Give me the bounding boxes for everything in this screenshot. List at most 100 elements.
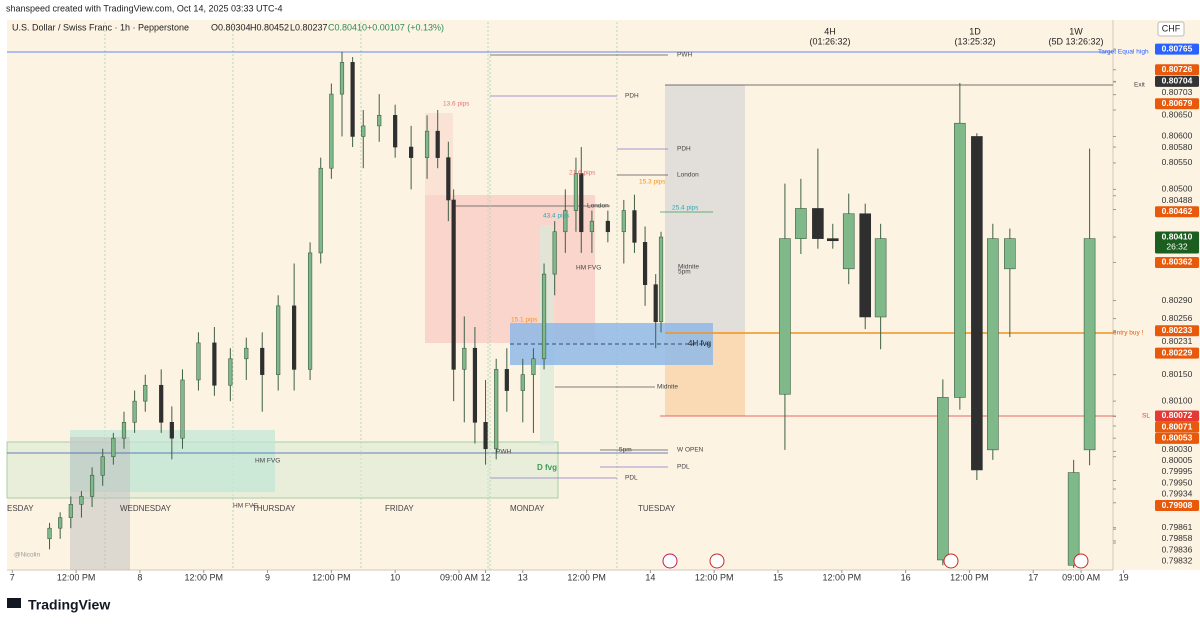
annotation: 15.3 pips (639, 179, 666, 186)
event-icon[interactable] (943, 553, 959, 569)
x-tick-label: 13 (518, 572, 528, 582)
currency-box[interactable] (1157, 21, 1185, 37)
candle-body (826, 238, 839, 242)
annotation: 21.6 pips (569, 170, 596, 177)
annotation: HM FVG (255, 458, 280, 465)
candle-body (121, 422, 127, 439)
brand: TradingView (28, 597, 110, 613)
x-tick-label: 09:00 AM (1062, 572, 1100, 582)
candle-body (874, 238, 887, 318)
candle-body (451, 199, 456, 370)
x-tick-label: 12:00 PM (567, 572, 606, 582)
price-label: 0.80072 (1162, 410, 1193, 420)
candle-body (446, 157, 451, 201)
price-badge (1155, 231, 1199, 254)
price-label: 0.80650 (1162, 109, 1193, 119)
candle-body (779, 238, 791, 395)
price-badge (1155, 421, 1199, 433)
tf-name: 1D (969, 26, 981, 36)
ohlc-high: H0.80452 (250, 22, 289, 32)
price-label: 0.80600 (1162, 131, 1193, 141)
x-tick-label: 12:00 PM (695, 572, 734, 582)
candle-body (1004, 238, 1016, 270)
tf-name: 1W (1069, 26, 1083, 36)
day-label: THURSDAY (252, 504, 296, 513)
event-icon[interactable] (709, 553, 725, 569)
price-label: 0.79832 (1162, 556, 1193, 566)
x-tick-label: 17 (1028, 572, 1038, 582)
candle-body (47, 527, 52, 540)
candle-body (954, 122, 966, 398)
candle-body (79, 496, 84, 505)
candle-body (653, 284, 658, 323)
price-axis-area (1113, 20, 1200, 570)
candle-body (361, 125, 366, 137)
candle-body (180, 379, 185, 439)
candle-body (424, 130, 430, 158)
price-label: 0.80030 (1162, 444, 1193, 454)
annotation: Midnite (678, 264, 699, 271)
annotation: 15.1 pips (511, 317, 538, 324)
annotation: 25.4 pips (672, 205, 699, 212)
tf-countdown: (01:26:32) (809, 36, 850, 46)
annotation: entry buy ! (1113, 330, 1144, 337)
x-tick-label: 12 (481, 572, 491, 582)
price-label: 0.79858 (1162, 533, 1193, 543)
price-label: 0.80410 (1162, 231, 1193, 241)
price-badge (1155, 98, 1199, 110)
candle-body (472, 347, 478, 423)
candle-body (307, 252, 313, 370)
candle-body (393, 114, 398, 148)
candle-body (531, 358, 536, 375)
candle-body (937, 397, 949, 561)
price-label: 0.80229 (1162, 347, 1193, 357)
annotation: PDL (677, 464, 690, 471)
annotation: PDL (625, 475, 638, 482)
axes: 7 12:00 PM 8 12:00 PM 9 12:00 PM 10 09:00 AM 12 1… (10, 43, 1199, 582)
candle-body (573, 173, 579, 211)
zone (665, 85, 745, 332)
price-countdown: 26:32 (1166, 241, 1188, 251)
annotation: PWH (496, 449, 511, 456)
currency[interactable]: CHF (1162, 23, 1181, 33)
candle-body (642, 242, 648, 285)
price-badge (1155, 410, 1199, 422)
price-label: 0.80362 (1162, 257, 1193, 267)
annotation: W OPEN (677, 447, 704, 454)
x-tick-label: 12:00 PM (57, 572, 96, 582)
price-label: 0.79908 (1162, 500, 1193, 510)
candle-body (196, 342, 201, 381)
candle-body (169, 422, 174, 439)
candle-body (1083, 238, 1096, 451)
price-badge (1155, 325, 1199, 337)
price-label: 0.80150 (1162, 369, 1193, 379)
tf-countdown: (13:25:32) (954, 36, 995, 46)
day-label: WEDNESDAY (120, 504, 172, 513)
price-label: 0.80071 (1162, 421, 1193, 431)
annotation: PWH (677, 52, 692, 59)
candle-body (589, 220, 595, 233)
candle-body (579, 173, 584, 233)
candle-body (520, 374, 525, 391)
price-badge (1155, 432, 1199, 444)
candles (47, 51, 1096, 568)
x-tick-label: 15 (773, 572, 783, 582)
candle-body (605, 220, 610, 233)
candle-body (244, 347, 249, 360)
price-badge (1155, 75, 1199, 87)
price-badge (1155, 43, 1199, 55)
annotation: London (587, 203, 609, 210)
candle-body (132, 400, 137, 423)
header-title: shanspeed created with TradingView.com, … (6, 3, 283, 13)
annotation: HM FVG (576, 265, 601, 272)
price-label: 0.79950 (1162, 477, 1193, 487)
price-label: 0.80100 (1162, 395, 1193, 405)
x-tick-label: 10 (390, 572, 400, 582)
event-icon[interactable] (662, 553, 678, 569)
event-icon[interactable] (1073, 553, 1089, 569)
price-label: 0.79861 (1162, 522, 1193, 532)
ohlc-close: C0.80410 (328, 22, 367, 32)
day-label: ESDAY (7, 504, 34, 513)
